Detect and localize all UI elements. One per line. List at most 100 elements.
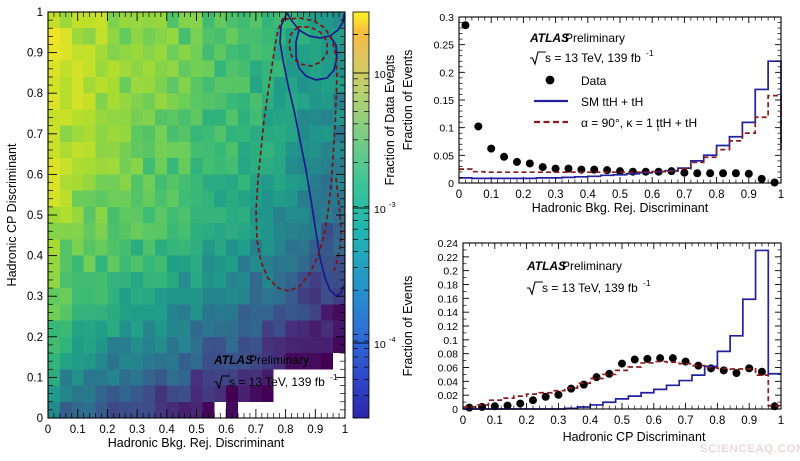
heatmap-cell — [48, 76, 61, 94]
heatmap-cell — [261, 304, 275, 321]
y-tick-label: 0.15 — [434, 95, 455, 107]
heatmap-cell — [154, 336, 168, 354]
heatmap-cell — [107, 12, 120, 29]
heatmap-cell — [59, 288, 73, 305]
heatmap-y-axis-title: Hadronic CP Discriminant — [5, 143, 19, 286]
heatmap-cell — [297, 44, 310, 62]
heatmap-cell — [119, 141, 132, 159]
heatmap-cell — [154, 401, 168, 419]
atlas-label: ATLAS — [213, 353, 253, 367]
heatmap-y-minor-ticks — [48, 19, 345, 411]
heatmap-cell — [154, 76, 168, 94]
legend-cp-label-subscript: t — [657, 124, 660, 133]
contour-cp-red — [255, 17, 338, 292]
heatmap-cell — [321, 76, 334, 94]
heatmap-cell — [83, 223, 96, 240]
heatmap-cell — [48, 401, 61, 419]
panel-top-right: 0 0.1 0.2 0.3 0.4 0.5 0.6 0.7 0.8 0.9 1 0 0.05 0.1 0.… — [401, 12, 784, 215]
heatmap-cell — [238, 174, 251, 192]
energy-label-exponent: -1 — [330, 372, 338, 382]
heatmap-cell — [143, 44, 156, 62]
heatmap-cell — [226, 76, 239, 94]
heatmap-cell — [131, 304, 144, 321]
heatmap-cell — [59, 158, 73, 175]
heatmap-cell — [107, 174, 120, 192]
heatmap-cell — [107, 109, 120, 127]
heatmap-cell — [273, 353, 286, 370]
heatmap-cell — [95, 125, 108, 143]
heatmap-cell — [71, 76, 85, 94]
data-point — [525, 159, 534, 168]
y-tick-label: 0.25 — [434, 40, 455, 52]
heatmap-cell — [309, 206, 322, 224]
heatmap-y-tick-labels: 0 0.1 0.2 0.3 0.4 0.5 0.6 0.7 0.8 0.9 1 — [27, 7, 44, 425]
heatmap-cell — [273, 320, 286, 338]
heatmap-cell — [59, 44, 73, 62]
legend-data-marker — [545, 75, 555, 85]
heatmap-cell — [83, 353, 96, 370]
heatmap-cell — [273, 385, 286, 403]
heatmap-cell — [154, 174, 168, 192]
y-tick-label: 0.05 — [434, 150, 455, 162]
heatmap-cell — [190, 239, 203, 256]
heatmap-cell — [95, 288, 108, 305]
y-tick-label: 0.2 — [439, 67, 454, 79]
heatmap-x-tick-label: 0.3 — [129, 424, 145, 436]
heatmap-cell — [166, 255, 180, 273]
data-point — [541, 392, 550, 401]
data-point — [757, 367, 766, 376]
heatmap-cell — [154, 12, 168, 29]
heatmap-cell — [309, 320, 322, 338]
heatmap-x-tick-label: 0.8 — [278, 424, 294, 436]
heatmap-cell — [166, 369, 180, 386]
heatmap-cell — [143, 320, 156, 338]
heatmap-cell — [95, 76, 108, 94]
heatmap-cell — [154, 60, 168, 78]
heatmap-cell — [202, 109, 215, 127]
heatmap-cell — [238, 141, 251, 159]
heatmap-cell — [143, 174, 156, 192]
heatmap-cell — [59, 369, 73, 386]
y-tick-label: 0.14 — [438, 307, 459, 319]
heatmap-cell — [321, 320, 334, 338]
heatmap-cell — [178, 125, 191, 143]
heatmap-cell — [48, 60, 61, 78]
heatmap-cell — [107, 28, 120, 45]
heatmap-cell — [166, 353, 180, 370]
heatmap-cell — [143, 271, 156, 289]
heatmap-cell — [285, 288, 298, 305]
heatmap-cell — [261, 44, 275, 62]
heatmap-cell — [202, 304, 215, 321]
heatmap-cell — [71, 336, 85, 354]
heatmap-cell — [249, 239, 263, 256]
heatmap-cell — [166, 288, 180, 305]
heatmap-cell — [261, 141, 275, 159]
heatmap-cell — [59, 271, 73, 289]
heatmap-cell — [190, 44, 203, 62]
heatmap-cell — [154, 223, 168, 240]
heatmap-cell — [249, 320, 263, 338]
heatmap-cell — [321, 271, 334, 289]
heatmap-cell — [107, 385, 120, 403]
heatmap-cell — [95, 44, 108, 62]
heatmap-cell — [71, 206, 85, 224]
top-right-x-tick-labels: 0 0.1 0.2 0.3 0.4 0.5 0.6 0.7 0.8 0.9 1 — [456, 189, 784, 201]
heatmap-cell — [321, 109, 334, 127]
colorbar-tick-exp-2: -3 — [389, 200, 396, 209]
heatmap-cell — [285, 336, 298, 354]
heatmap-cell — [119, 44, 132, 62]
heatmap-cell — [309, 158, 322, 175]
heatmap-cell — [333, 320, 346, 338]
heatmap-cell — [119, 12, 132, 29]
heatmap-cell — [214, 271, 227, 289]
heatmap-cell — [261, 320, 275, 338]
heatmap-cell — [166, 125, 180, 143]
heatmap-cell — [83, 12, 96, 29]
heatmap-x-tick-label: 0.4 — [159, 424, 176, 436]
heatmap-cell — [214, 12, 227, 29]
heatmap-cell — [190, 28, 203, 45]
x-tick-label: 0 — [456, 189, 462, 201]
heatmap-cell — [261, 174, 275, 192]
heatmap-cell — [226, 385, 239, 403]
top-right-atlas-label-group: ATLAS Preliminary s = 13 TeV, 139 fb -1 — [529, 31, 654, 66]
